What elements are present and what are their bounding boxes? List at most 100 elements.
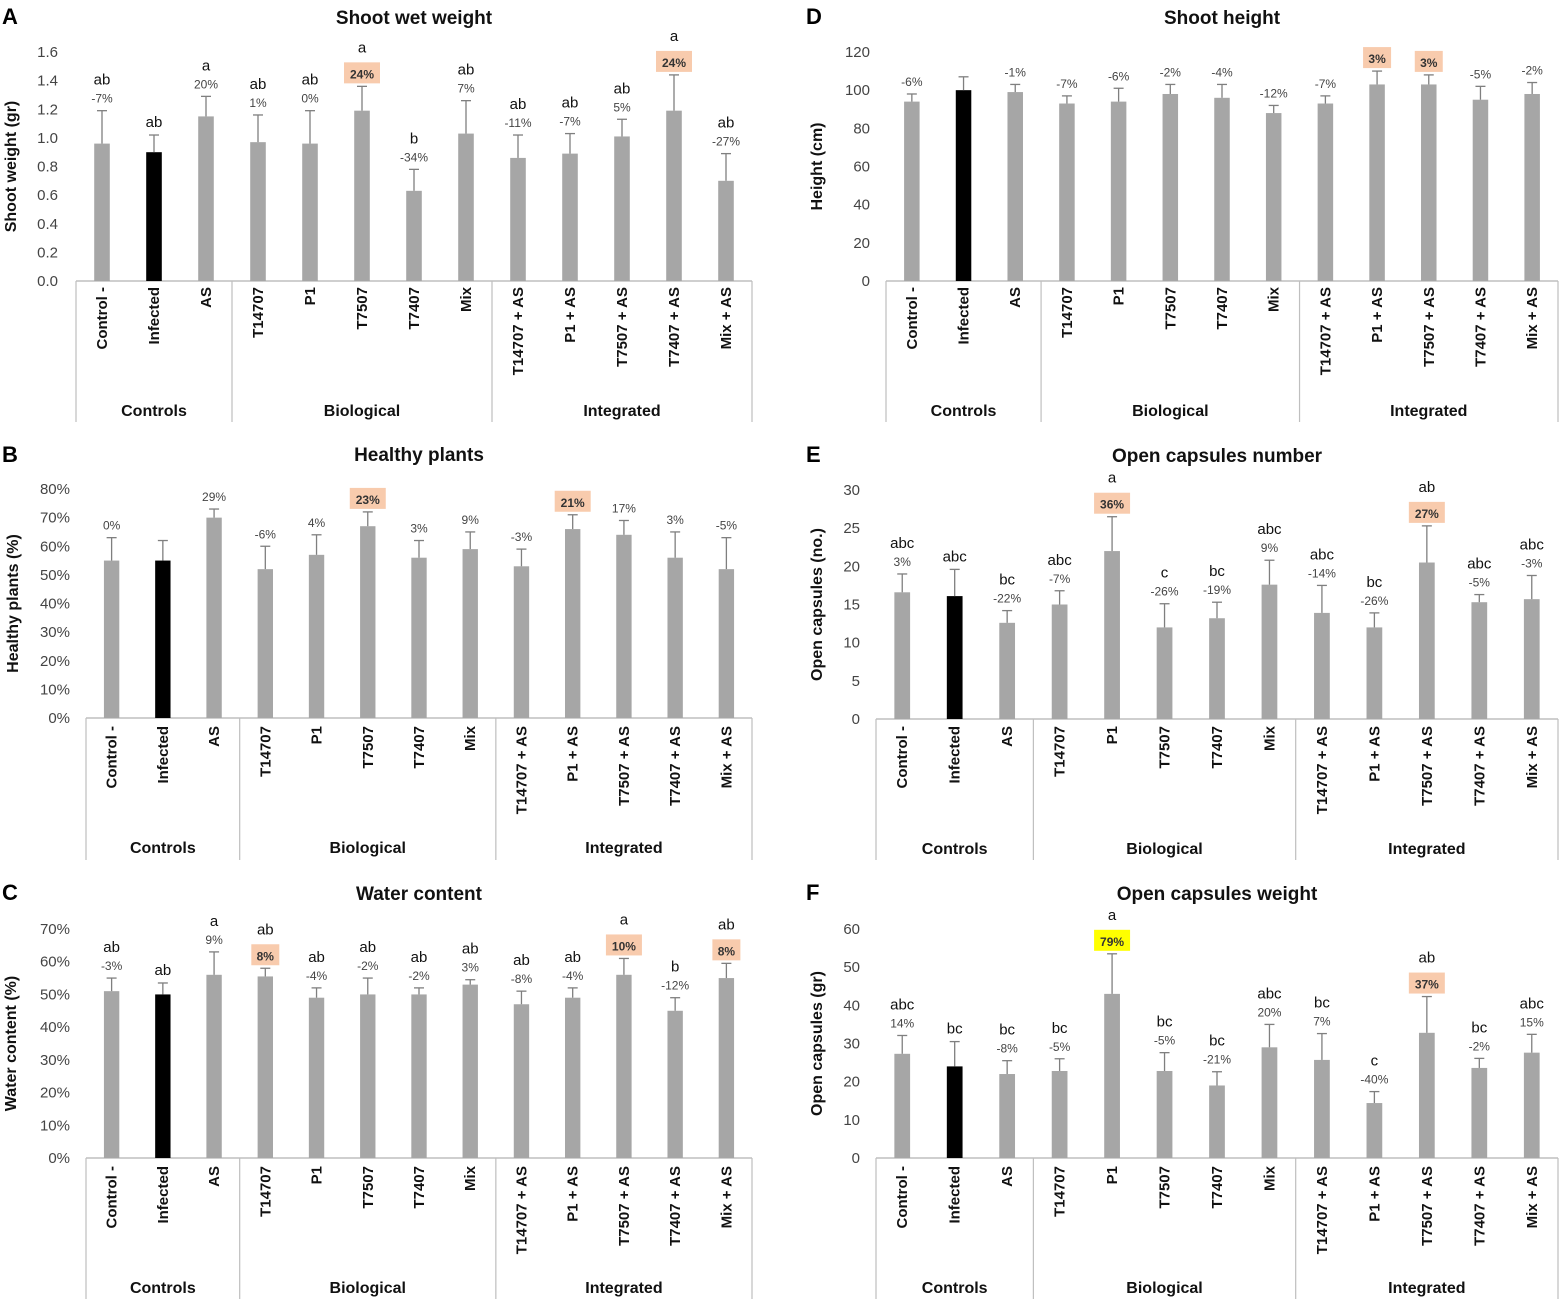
x-tick-label: Mix [1261, 1165, 1278, 1191]
pct-label: -5% [1154, 1034, 1176, 1048]
significance-letter: abc [1048, 552, 1073, 569]
pct-label: -5% [1049, 1040, 1071, 1054]
chart-title: Water content [356, 884, 483, 905]
y-tick-label: 0.4 [37, 216, 58, 233]
bar [462, 549, 478, 718]
significance-letter: abc [1520, 536, 1545, 553]
x-tick-label: Mix + AS [718, 1166, 735, 1228]
y-tick-label: 15 [843, 597, 860, 614]
y-axis-label: Open capsules (gr) [809, 971, 826, 1116]
bar [1523, 599, 1540, 719]
x-tick-label: Mix + AS [1524, 287, 1541, 349]
bar [302, 143, 318, 281]
x-tick-label: Infected [146, 287, 163, 345]
x-tick-label: T7507 [360, 1166, 377, 1209]
significance-letter: a [1108, 470, 1117, 487]
y-tick-label: 20% [40, 653, 70, 670]
y-tick-label: 5 [852, 673, 860, 690]
pct-label: -2% [1160, 65, 1182, 79]
y-tick-label: 30% [40, 1052, 70, 1069]
x-tick-label: AS [206, 726, 223, 747]
y-tick-label: 20 [843, 1074, 860, 1091]
bar [1051, 1070, 1068, 1158]
significance-letter: ab [155, 962, 172, 979]
x-tick-label: Control - [894, 726, 911, 788]
pct-label: 4% [308, 516, 326, 530]
chart-panel-a: A Shoot wet weight Shoot weight (gr) 0.0 0.2… [2, 4, 753, 422]
significance-letter: abc [1257, 521, 1282, 538]
y-axis-label: Shoot weight (gr) [3, 101, 20, 233]
panel-letter: A [2, 4, 18, 29]
group-label: Biological [1126, 841, 1202, 858]
y-tick-label: 30 [843, 482, 860, 499]
bar [308, 554, 325, 718]
pct-label: 3% [666, 513, 684, 527]
significance-letter: ab [411, 949, 428, 966]
significance-letter: ab [103, 939, 120, 956]
bar [206, 974, 222, 1158]
pct-label: 9% [1261, 541, 1279, 555]
x-tick-label: T7407 [1209, 1166, 1226, 1209]
pct-label: 7% [1313, 1015, 1331, 1029]
significance-letter: c [1161, 565, 1169, 582]
bar [614, 136, 630, 281]
significance-letter: bc [1366, 574, 1382, 591]
pct-label: -11% [504, 116, 531, 130]
bar [406, 190, 422, 281]
bar [103, 991, 120, 1158]
pct-label: -7% [1056, 77, 1078, 91]
y-tick-label: 0% [48, 710, 70, 727]
significance-letter: a [210, 913, 219, 930]
significance-letter: bc [947, 1021, 963, 1038]
significance-letter: bc [1052, 1020, 1068, 1037]
bar [155, 994, 171, 1158]
y-tick-label: 20 [853, 235, 870, 252]
bar [1209, 1085, 1225, 1158]
x-tick-label: T14707 + AS [1314, 1166, 1331, 1254]
x-tick-label: Infected [947, 726, 964, 784]
x-tick-label: T14707 + AS [1317, 287, 1334, 375]
x-tick-label: T14707 + AS [513, 726, 530, 814]
pct-highlight [1363, 47, 1392, 69]
chart-panel-e: E Open capsules number Open capsules (no.)… [806, 442, 1559, 860]
significance-letter: bc [1209, 1033, 1225, 1050]
y-tick-label: 30 [843, 1036, 860, 1053]
y-tick-label: 60 [853, 159, 870, 176]
pct-label: -7% [91, 92, 113, 106]
bar [562, 153, 578, 281]
group-label: Integrated [1390, 403, 1467, 420]
significance-letter: a [202, 57, 211, 74]
pct-label: 29% [202, 490, 226, 504]
group-label: Controls [922, 1280, 988, 1297]
bar [1366, 627, 1383, 719]
bar [1261, 584, 1278, 719]
pct-label: 23% [356, 493, 380, 507]
pct-label: 27% [1415, 507, 1439, 521]
bar [894, 592, 911, 719]
pct-label: -14% [1308, 566, 1336, 580]
group-label: Biological [1132, 403, 1208, 420]
significance-letter: ab [1419, 950, 1436, 967]
bar [250, 142, 266, 281]
bar [1156, 1070, 1173, 1158]
x-tick-label: T7507 + AS [1421, 287, 1438, 367]
bar [718, 180, 734, 281]
pct-label: 24% [350, 67, 374, 81]
significance-letter: ab [146, 114, 163, 131]
x-tick-label: T14707 [257, 1166, 274, 1217]
y-tick-label: 50% [40, 567, 70, 584]
pct-label: -6% [901, 75, 923, 89]
x-tick-label: T7507 [1157, 726, 1174, 769]
bar [146, 152, 162, 281]
pct-label: -7% [1049, 572, 1071, 586]
significance-letter: ab [250, 76, 267, 93]
bar [946, 596, 963, 719]
group-label: Controls [130, 840, 196, 857]
significance-letter: bc [999, 1022, 1015, 1039]
significance-letter: b [671, 959, 679, 976]
bar [999, 622, 1016, 719]
x-tick-label: Control - [94, 287, 111, 349]
pct-label: 0% [301, 92, 319, 106]
pct-highlight [1408, 501, 1445, 523]
bar [616, 974, 632, 1158]
